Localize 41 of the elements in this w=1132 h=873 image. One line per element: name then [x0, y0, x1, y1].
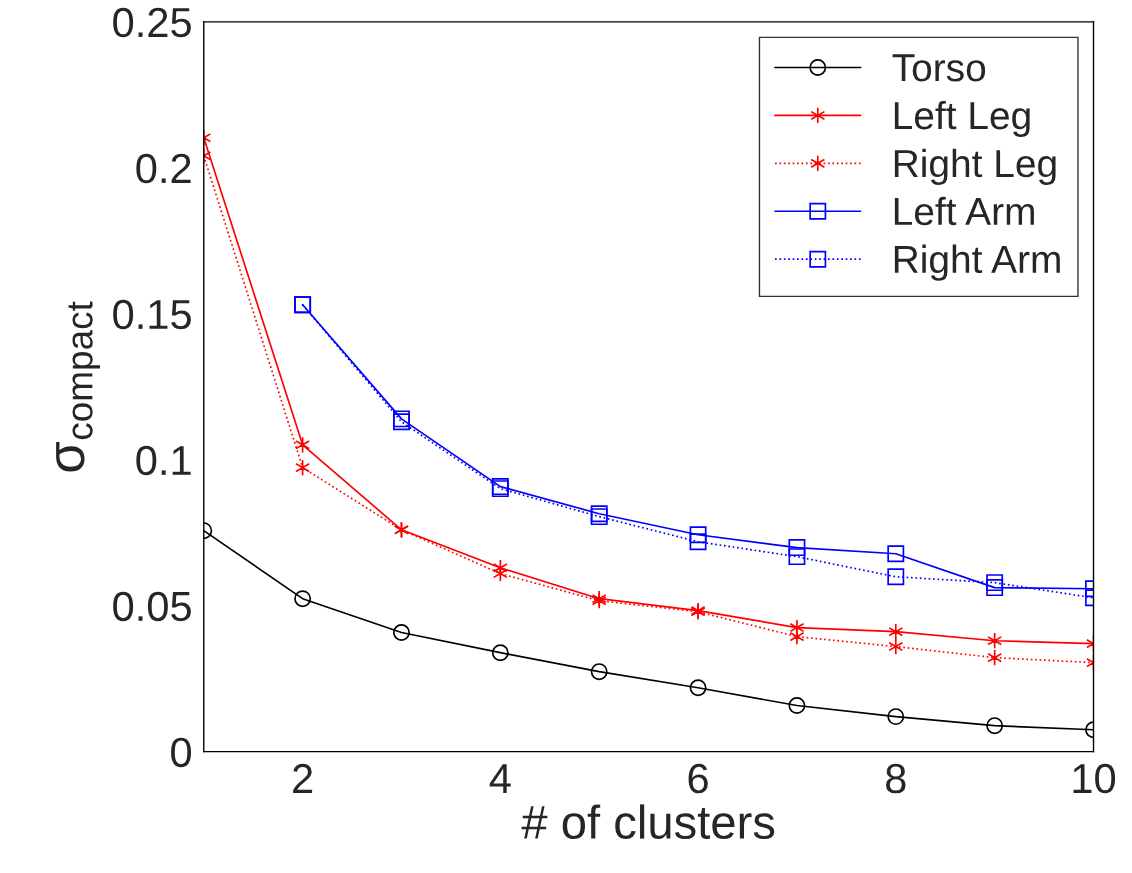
point — [689, 679, 707, 697]
point — [888, 623, 904, 641]
y-axis-title: σ$_{compact}$ — [56, 301, 101, 472]
point — [986, 574, 1004, 592]
point — [987, 649, 1003, 667]
point — [788, 697, 806, 715]
point — [294, 590, 312, 608]
point — [295, 436, 311, 454]
point — [888, 638, 904, 656]
point — [491, 644, 509, 662]
y-tick-label: 0.2 — [136, 153, 191, 184]
x-tick-label: 6 — [688, 763, 708, 794]
x-tick-label: 2 — [293, 763, 313, 793]
point — [393, 624, 410, 642]
point — [689, 533, 707, 551]
point — [887, 708, 905, 726]
y-tick-label: 0.05 — [113, 591, 191, 622]
point — [295, 459, 311, 477]
legend-label: Left Leg — [894, 100, 1030, 138]
point — [789, 628, 805, 646]
legend-label: Torso — [892, 54, 986, 82]
point — [689, 526, 707, 544]
point — [590, 663, 608, 681]
legend-label: Left Arm — [894, 196, 1034, 226]
legend-label: Right Leg — [894, 148, 1056, 186]
x-tick-label: 10 — [1073, 763, 1116, 794]
point — [987, 632, 1003, 650]
y-tick-label: 0.1 — [136, 445, 191, 476]
point — [887, 545, 905, 563]
x-tick-label: 4 — [489, 764, 511, 793]
point — [887, 568, 905, 586]
point — [986, 717, 1004, 735]
point — [788, 539, 806, 557]
x-tick-label: 8 — [886, 763, 906, 794]
x-axis-title: # of clusters — [521, 804, 775, 840]
y-tick-label: 0 — [171, 737, 192, 768]
point — [986, 579, 1004, 597]
legend-label: Right Arm — [894, 244, 1060, 281]
y-tick-label: 0.15 — [113, 299, 191, 330]
point — [788, 548, 806, 566]
y-tick-label: 0.25 — [113, 7, 191, 38]
